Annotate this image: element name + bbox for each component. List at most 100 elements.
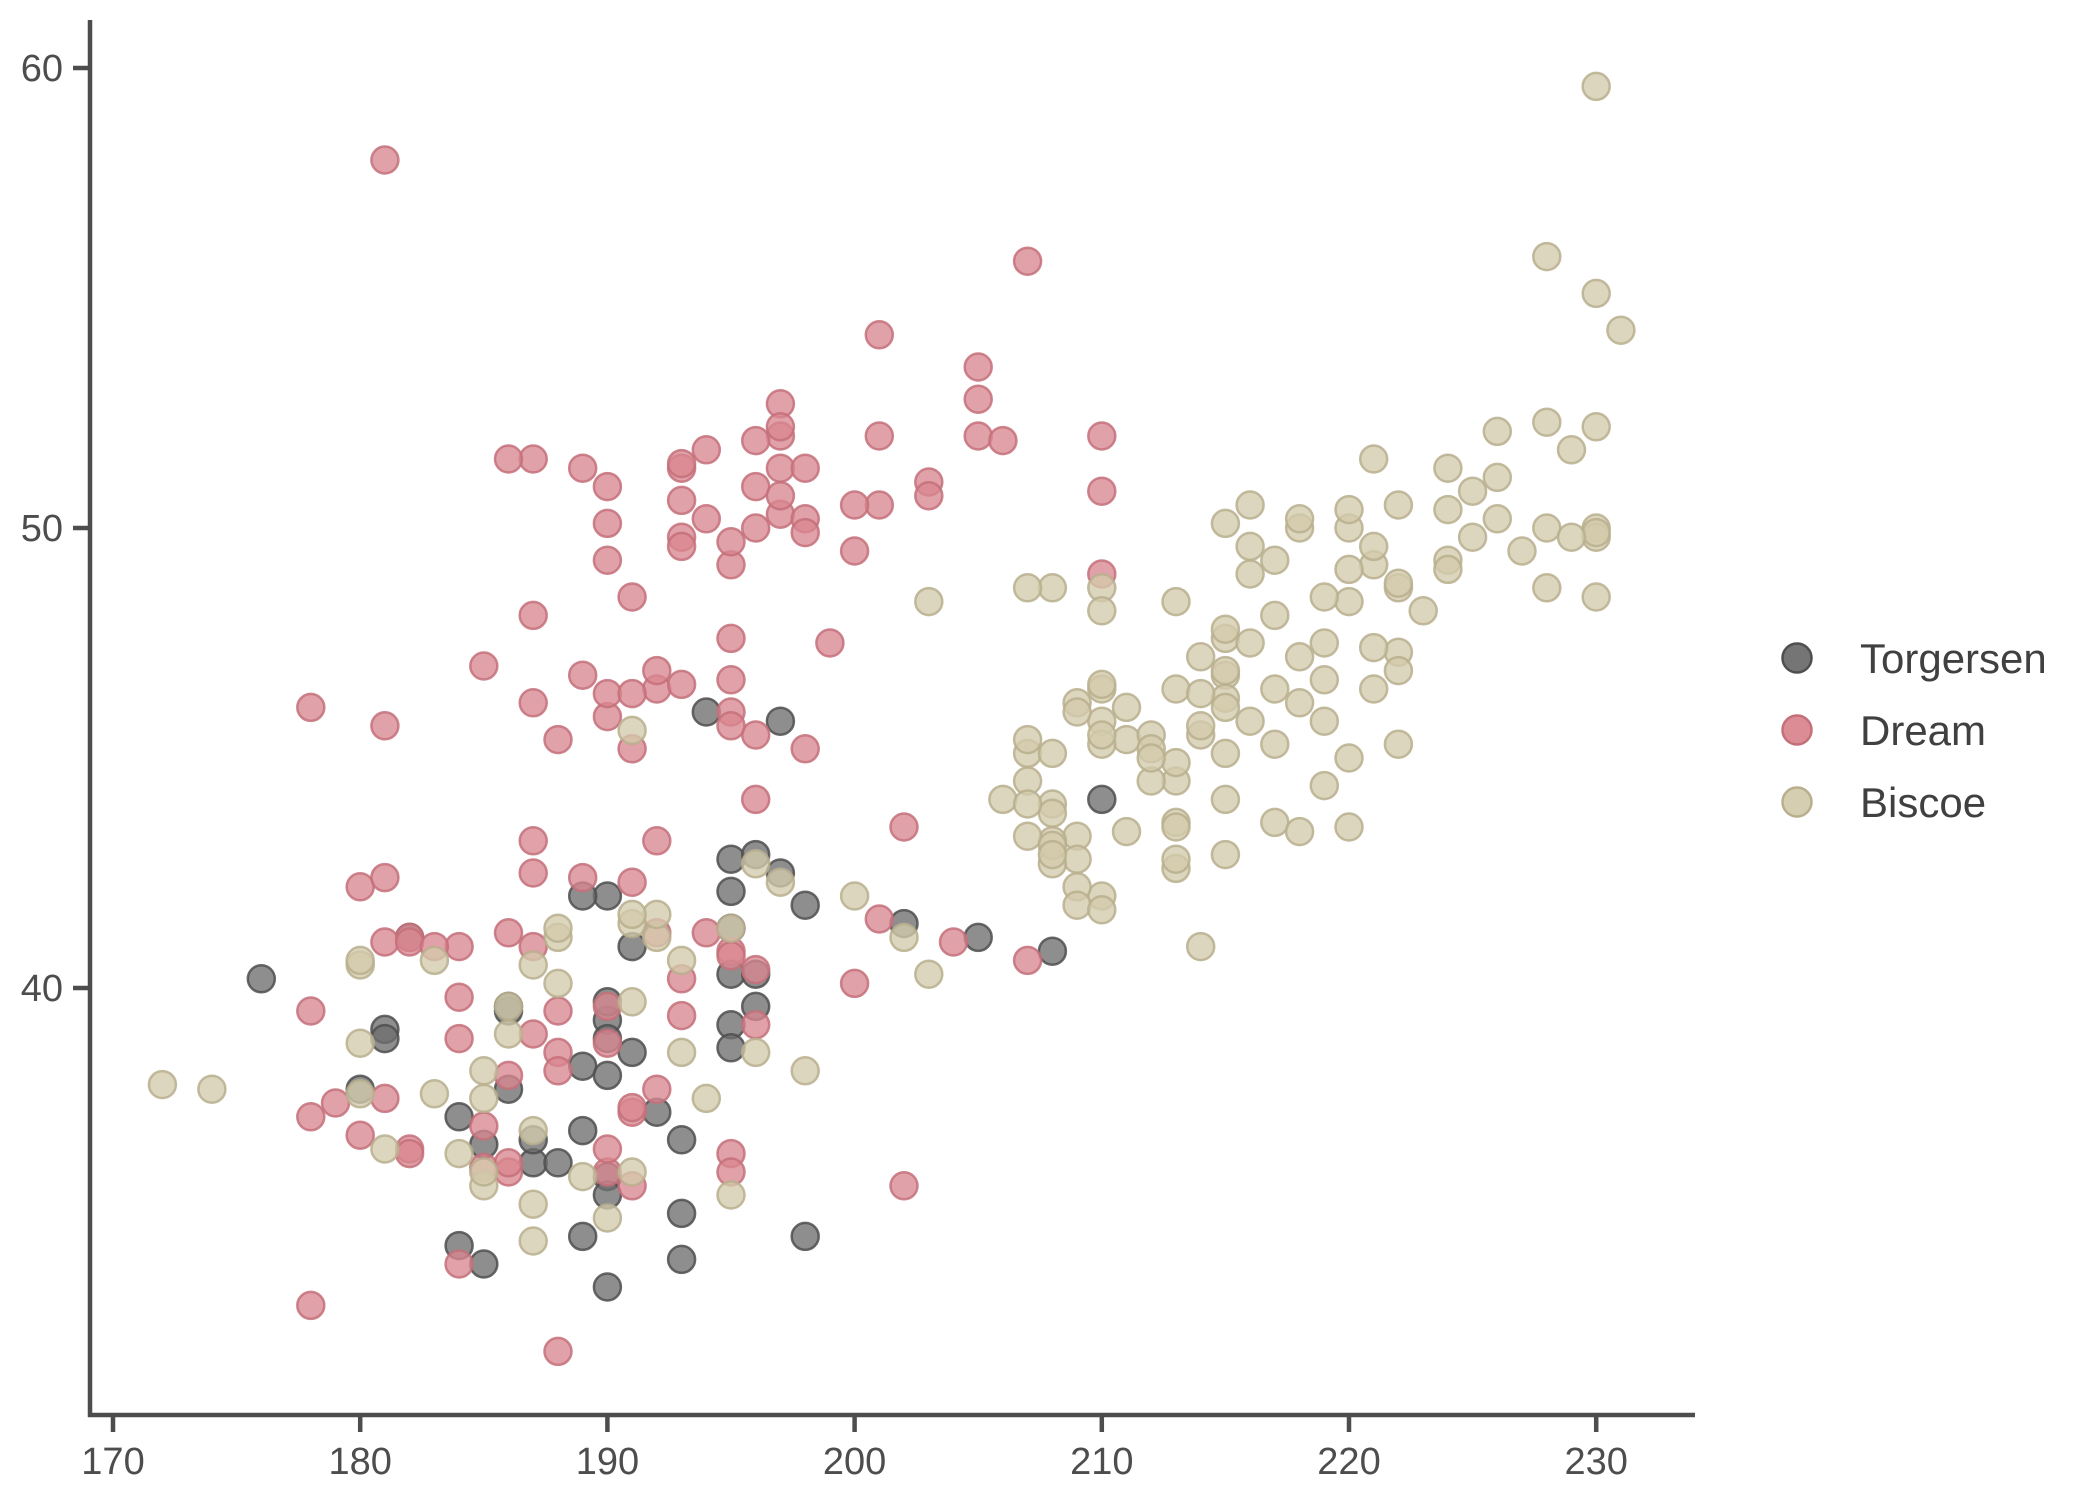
data-point — [740, 954, 771, 985]
data-point — [1334, 812, 1364, 842]
data-point — [1358, 444, 1389, 474]
data-point — [790, 453, 820, 483]
data-point — [914, 481, 944, 511]
data-point — [1037, 573, 1068, 603]
data-point — [1556, 435, 1587, 465]
data-point — [592, 545, 623, 575]
data-point — [567, 1221, 598, 1252]
data-point — [1136, 743, 1166, 773]
data-point — [889, 812, 919, 842]
data-point — [518, 1019, 548, 1049]
data-point — [1457, 476, 1488, 506]
data-point — [666, 485, 697, 516]
data-point — [493, 1019, 524, 1049]
data-point — [1309, 582, 1340, 612]
legend: Torgersen Dream Biscoe — [1781, 635, 2047, 826]
data-point — [716, 913, 746, 943]
data-point — [1383, 655, 1414, 686]
data-point — [1161, 844, 1191, 874]
data-point — [1284, 504, 1315, 534]
data-point — [740, 425, 771, 456]
data-point — [765, 453, 796, 483]
data-point — [1358, 632, 1389, 663]
data-point — [790, 890, 820, 920]
data-point — [1334, 743, 1364, 773]
data-point — [716, 623, 746, 654]
data-point — [493, 1060, 524, 1091]
data-point — [493, 1148, 524, 1178]
data-point — [740, 513, 771, 543]
data-point — [864, 421, 895, 451]
data-point — [1087, 895, 1117, 925]
data-point — [296, 1290, 326, 1321]
data-point — [765, 412, 796, 442]
data-point — [889, 922, 919, 953]
data-point — [1235, 628, 1265, 658]
data-point — [1408, 596, 1438, 626]
data-point — [1309, 706, 1340, 736]
data-point — [370, 1023, 400, 1054]
data-point — [543, 1148, 573, 1178]
data-point — [790, 517, 820, 548]
data-point — [469, 1056, 499, 1086]
x-tick-label: 230 — [1564, 1441, 1627, 1483]
data-point — [1087, 784, 1117, 815]
legend-label: Biscoe — [1860, 779, 1986, 826]
data-point — [839, 881, 870, 911]
data-point — [1012, 573, 1043, 603]
data-point — [740, 720, 771, 750]
data-point — [666, 1125, 697, 1155]
data-point — [1210, 614, 1241, 644]
data-point — [716, 1033, 746, 1063]
data-point — [765, 481, 796, 511]
data-point — [988, 784, 1018, 815]
data-point — [1433, 453, 1463, 483]
data-point — [1581, 278, 1611, 309]
data-point — [790, 1221, 820, 1252]
data-point — [444, 1023, 474, 1054]
data-point — [790, 1056, 820, 1086]
data-point — [493, 918, 524, 948]
data-point — [1532, 513, 1562, 543]
data-point — [1161, 812, 1191, 842]
data-point — [592, 1028, 623, 1058]
data-point — [666, 448, 697, 479]
data-point — [370, 711, 400, 741]
data-point — [1087, 720, 1117, 750]
data-point — [567, 660, 598, 690]
data-point — [790, 734, 820, 764]
data-point — [1037, 798, 1068, 828]
data-point — [839, 536, 870, 566]
data-point — [518, 1115, 548, 1146]
data-point — [1012, 789, 1043, 819]
data-point — [691, 918, 722, 948]
data-point — [543, 913, 573, 943]
data-point — [963, 384, 993, 414]
legend-label: Dream — [1860, 707, 1986, 754]
data-point — [617, 899, 647, 930]
data-point — [740, 471, 771, 502]
data-point — [345, 1120, 375, 1150]
data-point — [765, 867, 796, 897]
data-point — [864, 904, 895, 934]
x-tick-label: 170 — [81, 1441, 144, 1483]
data-point — [666, 531, 697, 562]
legend-item-dream: Dream — [1781, 707, 1986, 754]
data-point — [1260, 600, 1290, 631]
data-point — [1210, 508, 1241, 539]
data-point — [592, 1060, 623, 1091]
data-point — [1482, 416, 1513, 447]
data-point — [1309, 628, 1340, 658]
data-point — [1383, 729, 1414, 759]
data-point — [1185, 931, 1216, 962]
data-point — [1185, 678, 1216, 709]
data-point — [642, 655, 672, 686]
y-tick-label: 60 — [21, 48, 63, 90]
data-point — [1161, 586, 1191, 617]
data-point — [1111, 816, 1142, 847]
data-point — [617, 1157, 647, 1187]
data-point — [469, 1111, 499, 1141]
data-point — [617, 867, 647, 897]
legend-marker-torgersen — [1781, 642, 1813, 674]
